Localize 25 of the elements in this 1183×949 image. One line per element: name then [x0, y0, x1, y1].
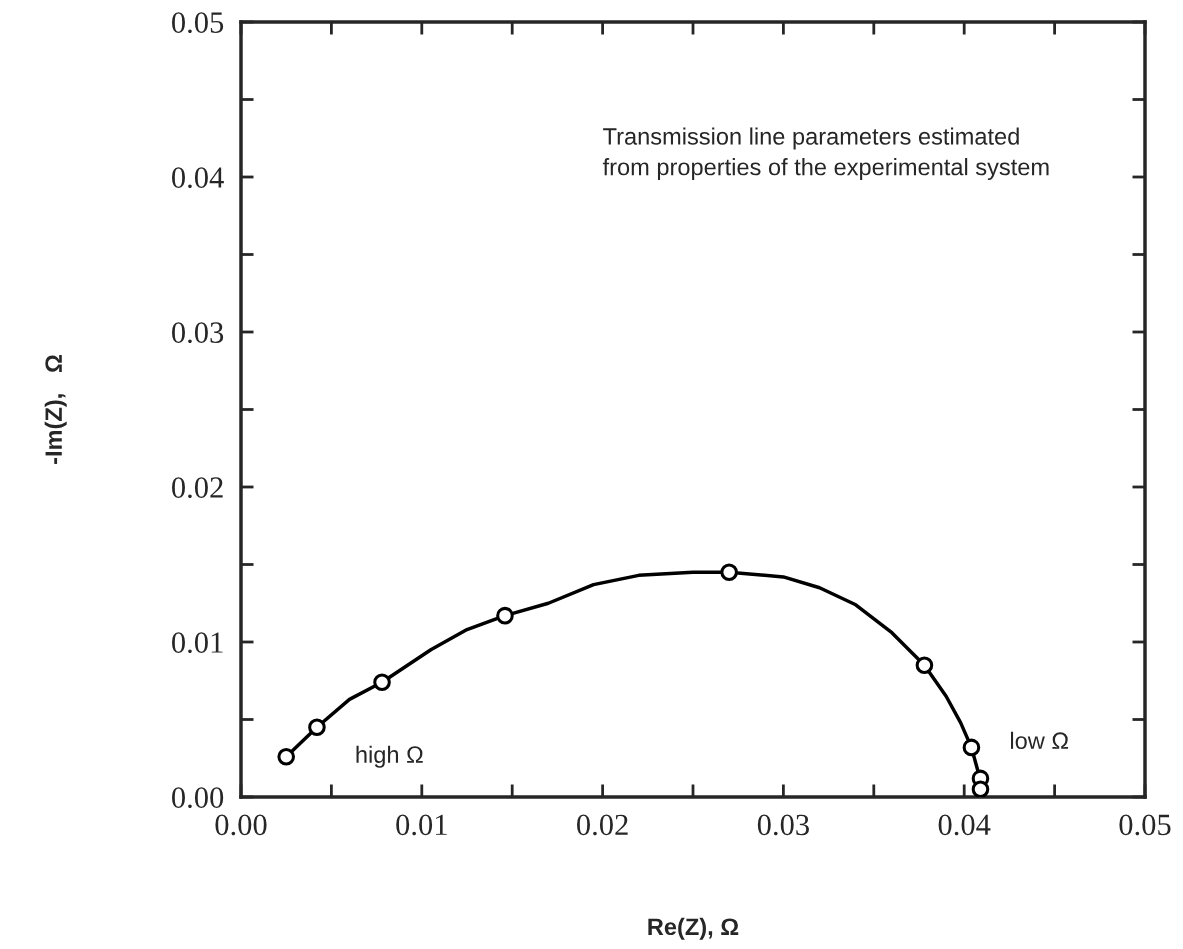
- x-tick-label: 0.05: [1119, 814, 1171, 836]
- annotation: low Ω: [1010, 731, 1069, 750]
- x-axis-title: Re(Z), Ω: [648, 917, 739, 940]
- point: [915, 656, 934, 675]
- y-axis-title: -Im(Z), Ω: [44, 355, 67, 464]
- x-tick-label: 0.00: [215, 814, 267, 836]
- y-tick-label: 0.04: [172, 167, 224, 189]
- x-tick-label: 0.04: [938, 814, 991, 836]
- annotation: high Ω: [356, 745, 423, 768]
- y-tick-label: 0.02: [172, 477, 223, 499]
- y-tick-label: 0.01: [172, 632, 223, 654]
- y-tick-label: 0.05: [172, 12, 224, 34]
- x-tick-label: 0.02: [577, 814, 628, 836]
- annotation: Transmission line parameters estimated from properties of the experimental system: [602, 127, 1049, 181]
- point: [277, 747, 296, 766]
- point: [720, 563, 738, 582]
- point: [373, 673, 391, 692]
- point: [971, 780, 990, 797]
- point: [308, 718, 326, 737]
- x-tick-label: 0.03: [757, 814, 809, 836]
- y-tick-label: 0.00: [172, 787, 224, 809]
- y-tick-label: 0.03: [172, 322, 224, 344]
- x-tick-label: 0.01: [396, 814, 447, 836]
- point: [962, 738, 981, 757]
- point: [496, 606, 514, 625]
